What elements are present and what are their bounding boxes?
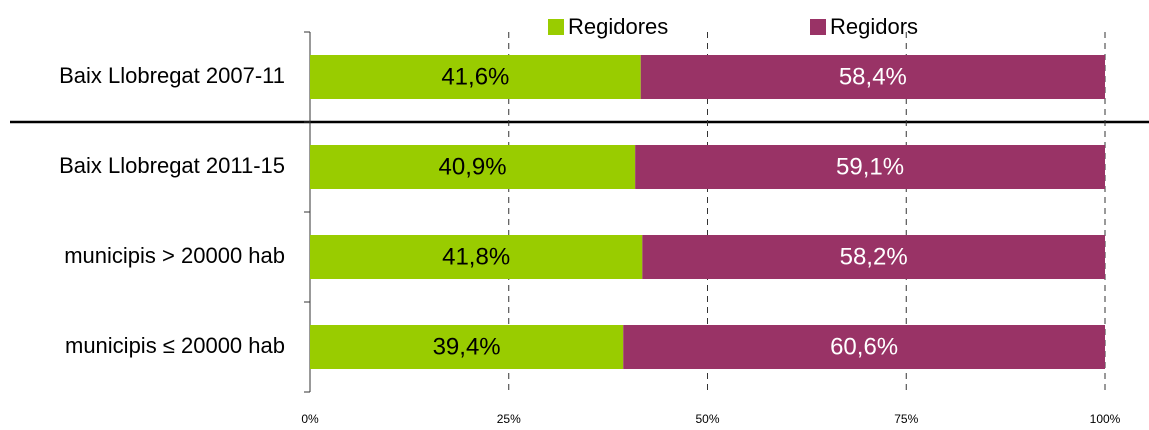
- data-label: 59,1%: [836, 153, 904, 180]
- y-tick-label: municipis > 20000 hab: [64, 243, 285, 268]
- x-tick-label: 50%: [695, 412, 719, 426]
- data-label: 40,9%: [439, 153, 507, 180]
- bar-segment: [640, 55, 1105, 99]
- data-label: 39,4%: [433, 333, 501, 360]
- y-tick-label: municipis ≤ 20000 hab: [65, 333, 285, 358]
- legend-swatch: [548, 19, 564, 35]
- bar-segment: [635, 145, 1105, 189]
- legend-label: Regidores: [568, 14, 668, 39]
- legend-swatch: [810, 19, 826, 35]
- data-label: 60,6%: [830, 333, 898, 360]
- x-tick-label: 0%: [301, 412, 319, 426]
- bar-segment: [623, 325, 1105, 369]
- legend-label: Regidors: [830, 14, 918, 39]
- data-label: 41,6%: [441, 63, 509, 90]
- x-tick-label: 25%: [497, 412, 521, 426]
- bar-segment: [310, 55, 641, 99]
- x-tick-label: 100%: [1090, 412, 1121, 426]
- data-label: 41,8%: [442, 243, 510, 270]
- bar-segment: [310, 145, 636, 189]
- bar-segment: [310, 235, 643, 279]
- data-label: 58,4%: [839, 63, 907, 90]
- bar-segment: [642, 235, 1105, 279]
- x-tick-label: 75%: [894, 412, 918, 426]
- y-tick-label: Baix Llobregat 2007-11: [59, 63, 285, 88]
- bar-segment: [310, 325, 624, 369]
- y-tick-label: Baix Llobregat 2011-15: [59, 153, 285, 178]
- data-label: 58,2%: [840, 243, 908, 270]
